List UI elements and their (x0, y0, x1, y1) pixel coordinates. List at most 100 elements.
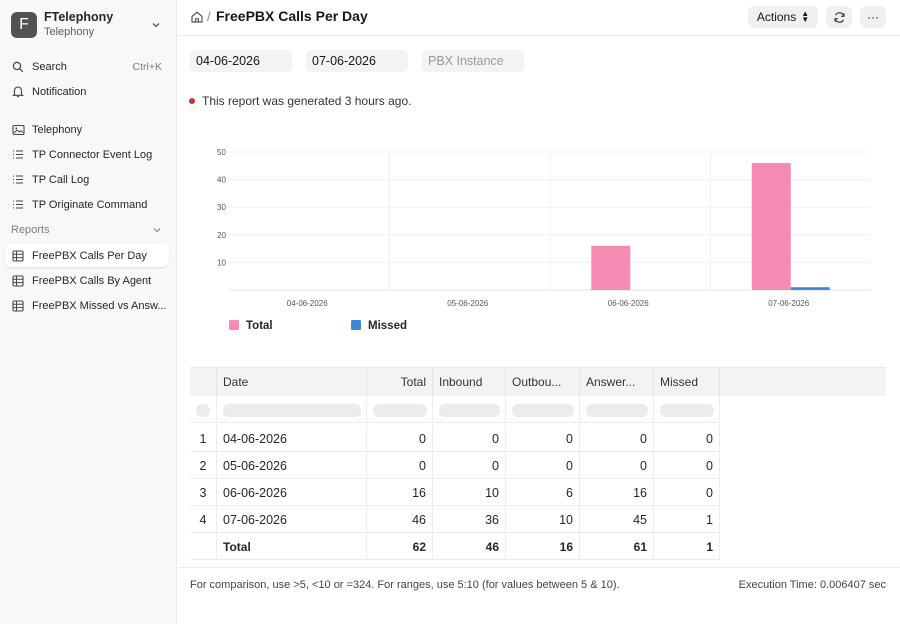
sidebar-item-freepbx-calls-per-day[interactable]: FreePBX Calls Per Day (5, 244, 169, 267)
legend-swatch-missed (351, 320, 361, 330)
breadcrumb-separator: / (207, 9, 211, 24)
notification-label: Notification (32, 85, 87, 98)
page-header: / FreePBX Calls Per Day Actions ▲ ▼ ··· (178, 0, 900, 36)
sidebar-item-label: TP Connector Event Log (32, 148, 153, 161)
inbound-sum: 46 (433, 533, 506, 560)
sidebar-item-tp-originate-command[interactable]: TP Originate Command (5, 193, 169, 216)
row-index: 3 (190, 479, 217, 506)
pbx-instance-field[interactable]: PBX Instance (422, 50, 524, 72)
reports-section-toggle[interactable]: Reports (11, 222, 165, 238)
column-header-date[interactable]: Date (217, 368, 367, 396)
to-date-field[interactable]: 07-06-2026 (306, 50, 408, 72)
column-header-missed[interactable]: Missed (654, 368, 720, 396)
row-index: 1 (190, 425, 217, 452)
outbound-sum: 16 (506, 533, 580, 560)
sidebar-item-telephony[interactable]: Telephony (5, 118, 169, 141)
bar-total-06-06-2026[interactable] (591, 245, 631, 290)
actions-button[interactable]: Actions ▲ ▼ (748, 6, 818, 28)
list-icon (11, 198, 25, 212)
inbound-cell: 0 (433, 425, 506, 452)
outbound-filter-input[interactable] (506, 396, 580, 423)
inbound-cell: 36 (433, 506, 506, 533)
app-subtitle: Telephony (44, 26, 95, 38)
column-header-outbound[interactable]: Outbou... (506, 368, 580, 396)
calls-per-day-chart: 10 20 30 40 50 04-06-2026 05-06-2026 06-06-2026… (217, 148, 871, 332)
missed-cell: 0 (654, 425, 720, 452)
inbound-cell: 10 (433, 479, 506, 506)
missed-cell: 0 (654, 452, 720, 479)
home-icon[interactable] (190, 10, 204, 24)
sidebar-item-tp-connector-event-log[interactable]: TP Connector Event Log (5, 143, 169, 166)
app-switcher[interactable]: F FTelephony Telephony (11, 10, 171, 40)
image-icon (11, 123, 25, 137)
date-cell: 04-06-2026 (217, 425, 367, 452)
legend-label-total[interactable]: Total (246, 320, 273, 332)
column-header-inbound[interactable]: Inbound (433, 368, 506, 396)
sidebar-item-tp-call-log[interactable]: TP Call Log (5, 168, 169, 191)
app-logo: F (11, 12, 37, 38)
bell-icon (11, 85, 25, 99)
table-row[interactable]: 4 07-06-2026 46 36 10 45 1 (190, 506, 720, 533)
table-filter-row (190, 396, 720, 423)
sidebar-search[interactable]: Search Ctrl+K (5, 55, 169, 78)
search-shortcut: Ctrl+K (132, 60, 162, 73)
more-options-button[interactable]: ··· (860, 6, 886, 28)
search-icon (11, 60, 25, 74)
sidebar: F FTelephony Telephony Search Ctrl+K Not… (0, 0, 177, 624)
missed-filter-input[interactable] (654, 396, 720, 423)
outbound-cell: 10 (506, 506, 580, 533)
report-table: Date Total Inbound Outbou... Answer... M… (190, 367, 886, 560)
totals-label: Total (217, 533, 367, 560)
footer-divider (178, 567, 900, 568)
answered-sum: 61 (580, 533, 654, 560)
y-tick-label: 20 (217, 231, 226, 240)
search-label: Search (32, 60, 67, 73)
y-tick-label: 50 (217, 148, 226, 157)
outbound-cell: 0 (506, 425, 580, 452)
date-filter-input[interactable] (217, 396, 367, 423)
table-header: Date Total Inbound Outbou... Answer... M… (190, 368, 886, 396)
date-cell: 06-06-2026 (217, 479, 367, 506)
column-header-answered[interactable]: Answer... (580, 368, 654, 396)
x-tick-label: 07-06-2026 (768, 299, 809, 308)
table-row[interactable]: 1 04-06-2026 0 0 0 0 0 (190, 425, 720, 452)
total-sum: 62 (367, 533, 433, 560)
status-dot (189, 98, 195, 104)
missed-sum: 1 (654, 533, 720, 560)
legend-label-missed[interactable]: Missed (368, 320, 407, 332)
refresh-button[interactable] (826, 6, 852, 28)
missed-cell: 0 (654, 479, 720, 506)
header-index (190, 368, 217, 396)
sidebar-item-label: TP Call Log (32, 173, 90, 186)
table-row[interactable]: 3 06-06-2026 16 10 6 16 0 (190, 479, 720, 506)
total-filter-input[interactable] (367, 396, 433, 423)
inbound-filter-input[interactable] (433, 396, 506, 423)
sidebar-item-freepbx-missed-vs-answered[interactable]: FreePBX Missed vs Answ... (5, 294, 169, 317)
bar-total-07-06-2026[interactable] (751, 163, 791, 290)
answered-filter-input[interactable] (580, 396, 654, 423)
sidebar-item-label: Telephony (32, 123, 83, 136)
column-header-total[interactable]: Total (367, 368, 433, 396)
sidebar-item-freepbx-calls-by-agent[interactable]: FreePBX Calls By Agent (5, 269, 169, 292)
row-index: 4 (190, 506, 217, 533)
x-tick-label: 06-06-2026 (608, 299, 649, 308)
sidebar-item-label: FreePBX Calls By Agent (32, 274, 152, 287)
legend-swatch-total (229, 320, 239, 330)
outbound-cell: 6 (506, 479, 580, 506)
answered-cell: 0 (580, 452, 654, 479)
total-cell: 16 (367, 479, 433, 506)
missed-cell: 1 (654, 506, 720, 533)
sort-icon: ▲ ▼ (801, 9, 810, 24)
sidebar-notification[interactable]: Notification (5, 80, 169, 103)
y-tick-label: 30 (217, 203, 226, 212)
sidebar-item-label: TP Originate Command (32, 198, 148, 211)
from-date-field[interactable]: 04-06-2026 (190, 50, 292, 72)
table-icon (11, 299, 25, 313)
list-icon (11, 148, 25, 162)
x-tick-label: 05-06-2026 (447, 299, 488, 308)
table-row[interactable]: 2 05-06-2026 0 0 0 0 0 (190, 452, 720, 479)
table-totals-row: Total 62 46 16 61 1 (190, 533, 720, 560)
bar-missed-07-06-2026[interactable] (790, 287, 830, 290)
report-status-note: This report was generated 3 hours ago. (189, 94, 411, 108)
execution-time: Execution Time: 0.006407 sec (738, 579, 886, 591)
